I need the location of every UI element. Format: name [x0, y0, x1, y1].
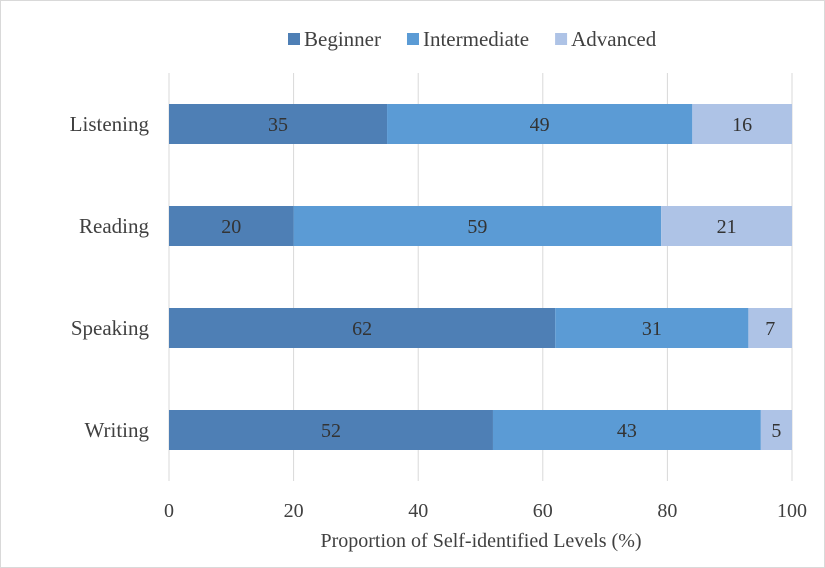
data-label-listening-beginner: 35 [268, 114, 288, 136]
category-label-reading: Reading [79, 214, 149, 238]
legend-swatch-advanced [555, 33, 568, 45]
x-tick-label-80: 80 [657, 500, 677, 522]
legend-label-beginner: Beginner [304, 27, 381, 51]
legend-swatch-beginner [288, 33, 300, 45]
category-label-speaking: Speaking [71, 316, 150, 340]
bar-reading-advanced [661, 206, 792, 246]
data-label-reading-beginner: 20 [221, 216, 241, 238]
data-label-listening-intermediate: 49 [530, 114, 550, 136]
data-label-speaking-beginner: 62 [352, 318, 372, 340]
bar-listening-advanced [692, 104, 792, 144]
data-label-speaking-intermediate: 31 [642, 318, 662, 340]
bar-writing-intermediate [492, 410, 761, 450]
bar-listening-beginner [169, 104, 388, 144]
bar-reading-intermediate [293, 206, 662, 246]
bar-writing-advanced [760, 410, 792, 450]
bar-speaking-beginner [169, 308, 556, 348]
x-tick-label-60: 60 [533, 500, 553, 522]
legend-label-advanced: Advanced [571, 27, 657, 51]
bar-writing-beginner [169, 410, 493, 450]
data-labels: 35 49 16 20 59 21 62 31 7 52 43 5 [221, 114, 781, 442]
x-axis-title: Proportion of Self-identified Levels (%) [320, 530, 641, 552]
value-axis: 0 20 40 60 80 100 [164, 500, 807, 522]
data-label-writing-advanced: 5 [771, 420, 781, 442]
bar-reading-beginner [169, 206, 294, 246]
legend: Beginner Intermediate Advanced [288, 27, 657, 51]
x-tick-label-40: 40 [408, 500, 428, 522]
data-label-writing-intermediate: 43 [617, 420, 637, 442]
x-tick-label-20: 20 [284, 500, 304, 522]
bar-listening-intermediate [387, 104, 693, 144]
data-label-reading-intermediate: 59 [467, 216, 487, 238]
data-label-writing-beginner: 52 [321, 420, 341, 442]
category-label-listening: Listening [70, 112, 150, 136]
bar-speaking-intermediate [555, 308, 749, 348]
data-label-listening-advanced: 16 [732, 114, 752, 136]
bars [169, 104, 792, 450]
category-axis: Listening Reading Speaking Writing [70, 112, 150, 442]
legend-swatch-intermediate [406, 33, 419, 45]
x-tick-label-100: 100 [777, 500, 807, 522]
data-label-speaking-advanced: 7 [765, 318, 775, 340]
bar-speaking-advanced [748, 308, 792, 348]
x-tick-label-0: 0 [164, 500, 174, 522]
legend-label-intermediate: Intermediate [423, 27, 529, 51]
data-label-reading-advanced: 21 [717, 216, 737, 238]
category-label-writing: Writing [85, 418, 150, 442]
